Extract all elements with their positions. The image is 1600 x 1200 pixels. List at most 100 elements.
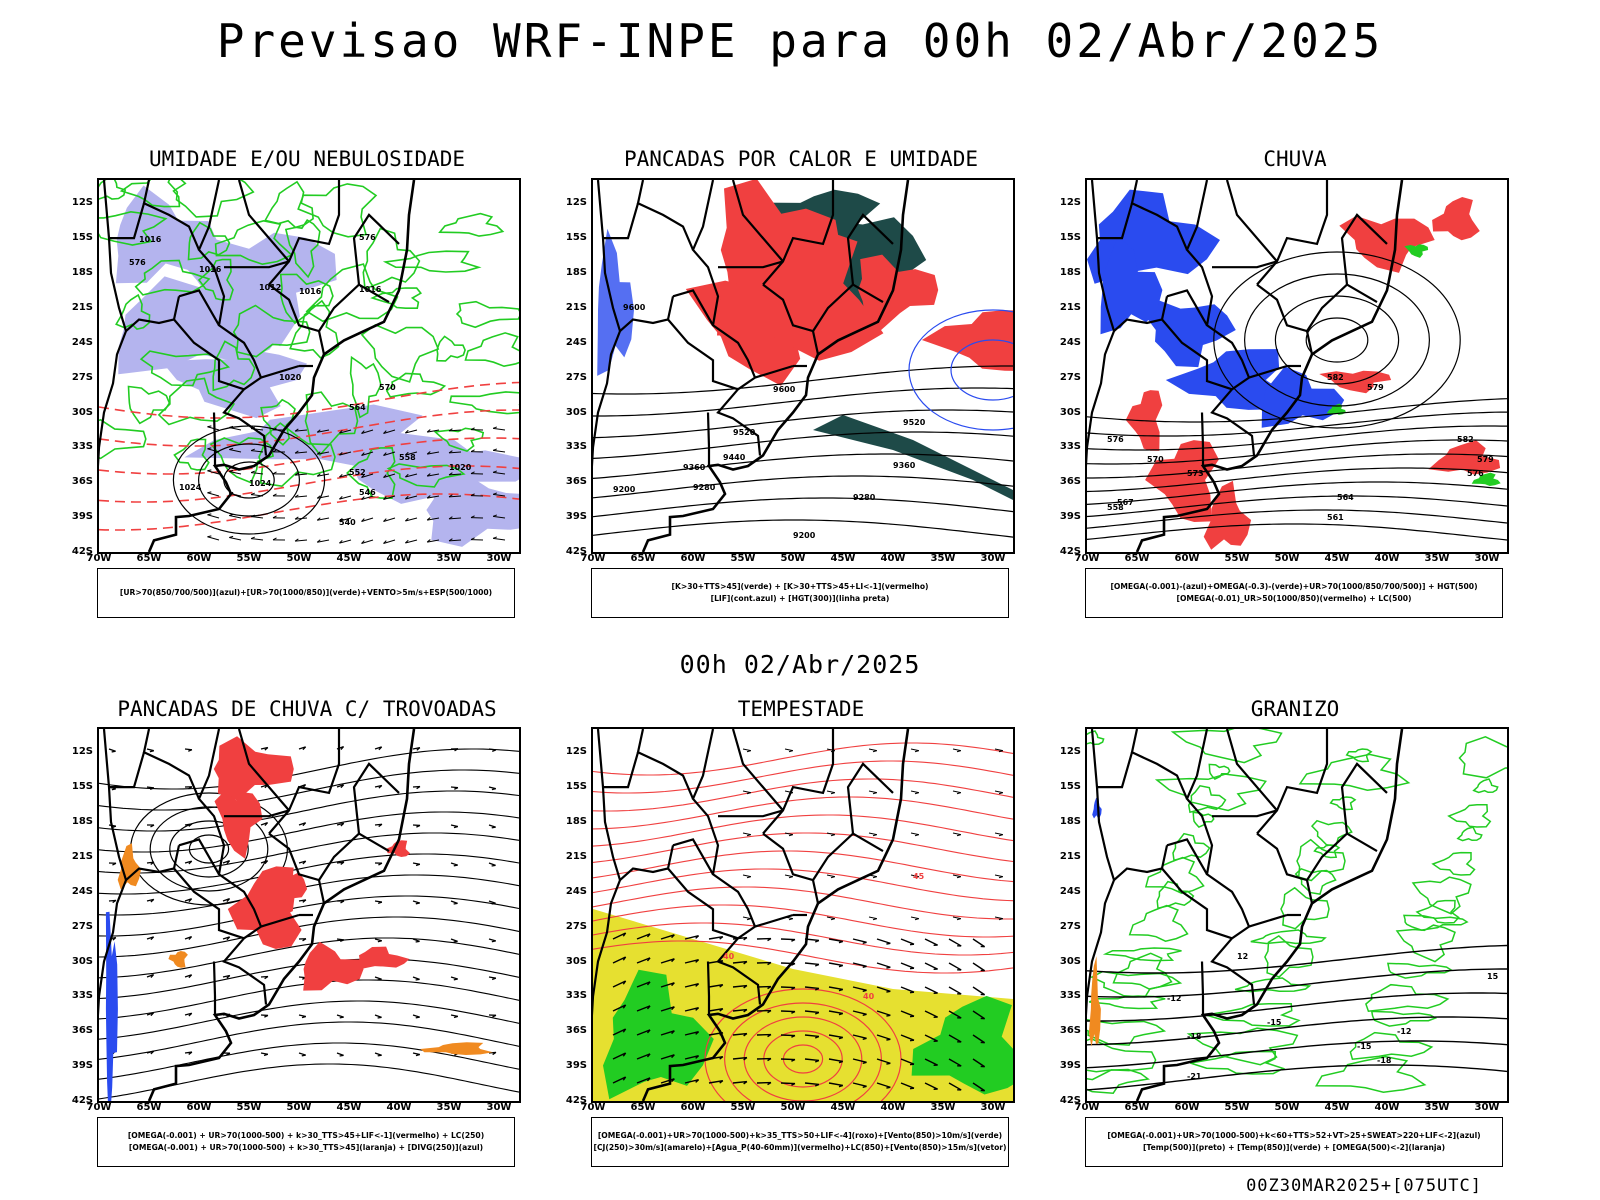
humidity-contour xyxy=(258,422,336,488)
wind-vector-head xyxy=(340,900,345,904)
lon-tick-label: 65W xyxy=(1124,1102,1150,1113)
contour-label: 15 xyxy=(1487,972,1499,981)
wind-vector-head xyxy=(788,750,793,753)
wind-vector xyxy=(972,1034,986,1044)
wind-vector xyxy=(612,1028,626,1036)
lon-tick-label: 30W xyxy=(1474,553,1500,564)
wind-vector xyxy=(900,986,915,993)
panel-title: GRANIZO xyxy=(1250,697,1340,721)
andes-border xyxy=(99,180,128,467)
contour-line xyxy=(593,796,1013,830)
lat-tick-label: 15S xyxy=(1059,781,1081,793)
lat-tick-label: 33S xyxy=(565,990,587,1002)
lat-tick-label: 30S xyxy=(1059,955,1081,967)
contour-line xyxy=(1087,992,1507,1022)
map-plot: 582 579 576 573 570 567 564 561 558 582 579 576 xyxy=(1085,178,1509,554)
lon-tick-label: 65W xyxy=(136,553,162,564)
wind-vector xyxy=(295,539,308,542)
country-borders xyxy=(99,729,416,1101)
wind-vector xyxy=(924,1082,938,1090)
contour-label: 9360 xyxy=(683,463,706,472)
lat-tick-label: 39S xyxy=(71,1060,93,1072)
humidity-contour xyxy=(455,300,519,329)
wind-vector xyxy=(732,1080,747,1084)
wind-vector xyxy=(636,1005,651,1012)
map-canvas: 1012 1016 1016 1016 1016 1020 1020 1024 1024 576 5… xyxy=(99,180,519,552)
lon-tick-label: 50W xyxy=(780,1102,806,1113)
contour-label: 12 xyxy=(1237,952,1248,961)
wind-vector xyxy=(383,495,396,500)
lat-tick-label: 18S xyxy=(1059,267,1081,278)
mid-title: 00h 02/Abr/2025 xyxy=(679,650,921,679)
wind-vector-head xyxy=(998,792,1003,795)
wind-vector xyxy=(361,451,374,456)
lat-tick-label: 42S xyxy=(565,1095,587,1106)
wind-vector xyxy=(900,1082,915,1089)
wind-vector-head xyxy=(746,876,751,879)
state-border xyxy=(268,832,326,904)
wind-vector-head xyxy=(405,495,409,500)
wind-vector xyxy=(828,938,843,943)
state-border xyxy=(268,729,341,835)
humidity-contour xyxy=(197,258,234,301)
state-border xyxy=(731,180,784,263)
state-border xyxy=(1256,729,1329,835)
wind-vector-head xyxy=(791,962,796,966)
wind-vector xyxy=(972,962,986,972)
wind-vector xyxy=(317,495,330,499)
wind-vector xyxy=(660,934,675,940)
contour-label: 576 xyxy=(359,233,376,242)
wind-vector-head xyxy=(743,1009,748,1013)
lon-tick-label: 70W xyxy=(580,1102,606,1113)
wind-vector-head xyxy=(361,474,365,478)
state-border xyxy=(1248,364,1288,379)
lat-tick-label: 33S xyxy=(565,441,587,453)
wind-vector-head xyxy=(814,1011,820,1015)
legend-text: [OMEGA(-0.001) + UR>70(1000-500) + k>30_… xyxy=(127,1131,485,1140)
state-border xyxy=(224,809,290,818)
wind-vector xyxy=(207,492,220,497)
wind-vector-head xyxy=(207,425,212,428)
wind-vector-head xyxy=(746,750,751,753)
contour-line xyxy=(593,940,1013,974)
shaded-area xyxy=(1339,215,1435,273)
lat-tick-label: 12S xyxy=(71,746,93,758)
lon-tick-label: 40W xyxy=(386,553,412,564)
state-border xyxy=(1248,913,1288,928)
contour-label: 9280 xyxy=(853,493,876,502)
wind-vector-head xyxy=(316,495,321,499)
wind-vector xyxy=(972,1082,986,1092)
wind-vector xyxy=(900,1058,915,1065)
state-border xyxy=(268,283,326,355)
contour-label: 570 xyxy=(1147,455,1164,464)
wind-vector xyxy=(636,1029,651,1036)
wind-vector-head xyxy=(622,1028,627,1033)
wind-vector xyxy=(684,959,699,964)
contour-line xyxy=(593,497,1013,518)
wind-vector-head xyxy=(646,933,651,938)
coastline xyxy=(1135,729,1404,1101)
humidity-contour xyxy=(232,304,311,358)
wind-vector-head xyxy=(250,536,255,540)
wind-vector-head xyxy=(453,1015,459,1019)
wind-vector-head xyxy=(791,1058,796,1062)
contour-label: -15 xyxy=(1267,1018,1282,1027)
wind-vector-head xyxy=(491,977,497,981)
wind-vector-head xyxy=(416,824,421,828)
contour-label: 573 xyxy=(1187,469,1204,478)
wind-vector xyxy=(910,790,919,794)
wind-vector xyxy=(427,429,440,433)
wind-vector-head xyxy=(405,451,409,456)
wind-vector-head xyxy=(383,540,387,544)
lon-tick-label: 30W xyxy=(486,553,512,564)
wind-vector xyxy=(784,874,793,878)
wind-vector xyxy=(876,1034,891,1040)
contour-label: 1020 xyxy=(449,463,472,472)
temp850-contour xyxy=(1208,763,1231,781)
state-border xyxy=(1113,296,1169,332)
wind-vector xyxy=(780,938,796,941)
contour-ring xyxy=(1244,273,1431,407)
state-border xyxy=(1166,289,1208,326)
temp850-contour xyxy=(1395,924,1456,963)
humidity-contour xyxy=(99,180,127,200)
